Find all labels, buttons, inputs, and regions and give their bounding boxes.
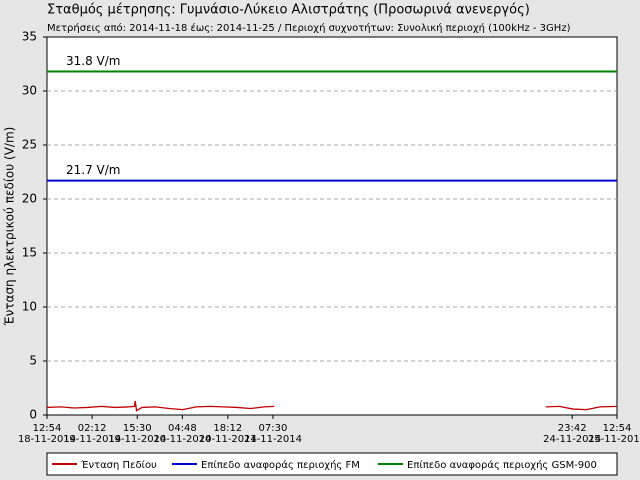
x-tick-label: 02:12 19-11-2014 (63, 423, 121, 445)
chart-subtitle: Μετρήσεις από: 2014-11-18 έως: 2014-11-2… (47, 22, 571, 34)
x-tick-label: 07:30 21-11-2014 (244, 423, 302, 445)
reference-label: 21.7 V/m (66, 163, 120, 177)
y-tick-label: 35 (22, 30, 37, 44)
y-axis-label: Ένταση ηλεκτρικού πεδίου (V/m) (3, 127, 17, 327)
series-line (46, 400, 618, 412)
x-tick-label: 23:42 24-11-2014 (543, 423, 601, 445)
y-tick-label: 15 (22, 246, 37, 260)
plot-area (46, 36, 618, 416)
y-tick-label: 0 (29, 408, 37, 422)
y-tick-label: 25 (22, 138, 37, 152)
legend-label: Επίπεδο αναφοράς περιοχής FM (201, 459, 360, 471)
y-tick-label: 20 (22, 192, 37, 206)
legend-label: Ένταση Πεδίου (80, 459, 157, 471)
x-tick-label: 15:30 19-11-2014 (108, 423, 166, 445)
x-tick-label: 12:54 18-11-2014 (18, 423, 76, 445)
x-tick-label: 18:12 20-11-2014 (199, 423, 257, 445)
y-tick-label: 5 (29, 354, 37, 368)
y-tick-label: 10 (22, 300, 37, 314)
legend (46, 452, 618, 476)
y-tick-label: 30 (22, 84, 37, 98)
legend-label: Επίπεδο αναφοράς περιοχής GSM-900 (407, 459, 597, 471)
reference-label: 31.8 V/m (66, 54, 120, 68)
chart-title: Σταθμός μέτρησης: Γυμνάσιο-Λύκειο Αλιστρ… (47, 3, 530, 18)
x-tick-label: 04:48 20-11-2014 (153, 423, 211, 445)
